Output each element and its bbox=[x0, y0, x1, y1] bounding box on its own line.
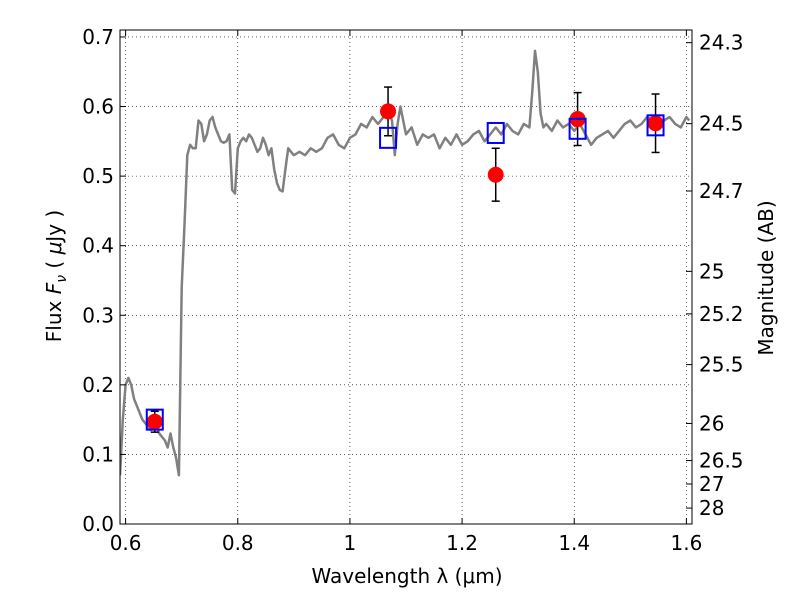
model-square bbox=[145, 408, 164, 431]
plot-area bbox=[120, 49, 691, 477]
y2-tick-label: 28 bbox=[699, 496, 724, 520]
y-tick-label: 0.3 bbox=[82, 303, 114, 327]
y-tick-label: 0.0 bbox=[82, 512, 114, 536]
y2-tick-label: 26 bbox=[699, 411, 724, 435]
y2-tick-label: 24.3 bbox=[699, 31, 744, 55]
y2-axis-label: Magnitude (AB) bbox=[754, 200, 778, 355]
x-tick-label: 0.6 bbox=[110, 531, 142, 555]
spectrum-line bbox=[120, 49, 691, 477]
axis-ticks: 0.6 0.8 1 1.2 1.4 1.6 0.0 0.1 0.2 0.3 0.4 0.5 0.6 0.7… bbox=[82, 25, 743, 555]
plot-frame bbox=[119, 29, 693, 525]
observed-point bbox=[380, 103, 397, 120]
y2-tick-label: 24.7 bbox=[699, 179, 744, 203]
observed-point bbox=[487, 166, 504, 183]
y-tick-label: 0.7 bbox=[82, 25, 114, 49]
x-tick-label: 0.8 bbox=[222, 531, 254, 555]
y2-tick-label: 25.5 bbox=[699, 353, 744, 377]
y2-tick-label: 25.2 bbox=[699, 302, 744, 326]
y-tick-label: 0.1 bbox=[82, 442, 114, 466]
x-tick-label: 1.4 bbox=[558, 531, 590, 555]
y-tick-label: 0.4 bbox=[82, 234, 114, 258]
grid-lines bbox=[120, 30, 692, 525]
y2-tick-label: 26.5 bbox=[699, 449, 744, 473]
x-tick-label: 1 bbox=[344, 531, 357, 555]
y2-tick-label: 25 bbox=[699, 259, 724, 283]
y2-tick-label: 24.5 bbox=[699, 112, 744, 136]
x-tick-label: 1.6 bbox=[670, 531, 702, 555]
model-square bbox=[568, 117, 587, 140]
observed-point bbox=[647, 115, 664, 132]
y2-tick-label: 27 bbox=[699, 472, 724, 496]
model-square bbox=[646, 114, 665, 137]
model-square bbox=[486, 121, 505, 144]
y-axis-label: Flux Fν ( μJy ) bbox=[42, 210, 70, 342]
observed-point bbox=[146, 413, 163, 430]
y-tick-label: 0.2 bbox=[82, 373, 114, 397]
y-tick-label: 0.6 bbox=[82, 95, 114, 119]
x-tick-label: 1.2 bbox=[446, 531, 478, 555]
y-tick-label: 0.5 bbox=[82, 164, 114, 188]
model-square bbox=[379, 126, 398, 149]
x-axis-label: Wavelength λ (μm) bbox=[311, 564, 502, 588]
